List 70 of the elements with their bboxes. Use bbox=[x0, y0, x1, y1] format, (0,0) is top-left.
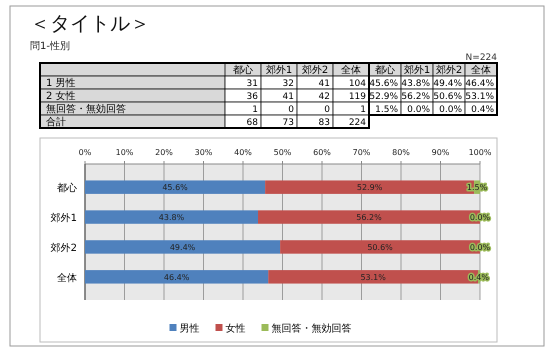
x-tick-label: 90% bbox=[432, 148, 450, 157]
category-label: 無回答・無効回答 bbox=[46, 104, 126, 115]
text: N=224 bbox=[466, 53, 498, 63]
data-label: 43.8% bbox=[158, 213, 185, 222]
text: 68 bbox=[246, 118, 258, 128]
text: 53.1% bbox=[465, 92, 494, 102]
text: 56.2% bbox=[401, 92, 430, 102]
data-label: 53.1% bbox=[360, 272, 386, 282]
data-label: 50.6% bbox=[367, 242, 394, 252]
text: ＜タイトル＞ bbox=[30, 11, 150, 35]
text: 1 bbox=[252, 105, 258, 115]
data-label: 1.5% bbox=[466, 183, 488, 192]
text: 0.4% bbox=[471, 105, 494, 115]
x-tick-label: 100% bbox=[468, 148, 492, 157]
x-tick-label: 10% bbox=[116, 148, 134, 157]
category-label: 都心 bbox=[375, 65, 395, 76]
category-label: 都心 bbox=[233, 64, 253, 76]
x-tick-label: 50% bbox=[274, 148, 292, 157]
data-label: 52.9% bbox=[356, 183, 383, 192]
category-label: 全体 bbox=[471, 65, 491, 76]
category-label: 2 女性 bbox=[46, 91, 76, 102]
legend-label: 無回答・無効回答 bbox=[272, 322, 352, 334]
text: 46.4% bbox=[465, 79, 494, 89]
category-label: 1 男性 bbox=[46, 78, 76, 89]
text: 43.8% bbox=[401, 79, 430, 89]
data-label: 56.2% bbox=[356, 213, 382, 222]
x-tick-label: 60% bbox=[313, 148, 332, 157]
x-tick-label: 70% bbox=[352, 148, 371, 157]
category-label: 郊外2 bbox=[302, 64, 328, 76]
text: 0 bbox=[324, 105, 330, 115]
text: 41 bbox=[318, 79, 330, 89]
text: 0.0% bbox=[439, 105, 462, 115]
text: 83 bbox=[318, 118, 330, 128]
text: 0.0% bbox=[407, 105, 430, 115]
text: 31 bbox=[246, 79, 258, 89]
y-tick-label: 郊外1 bbox=[50, 212, 77, 224]
text: 73 bbox=[282, 118, 294, 128]
text: 32 bbox=[282, 79, 294, 89]
y-tick-label: 郊外2 bbox=[50, 242, 77, 254]
category-label: 郊外1 bbox=[266, 64, 292, 76]
text: 1.5% bbox=[375, 105, 398, 115]
x-tick-label: 30% bbox=[194, 148, 213, 157]
x-tick-label: 80% bbox=[392, 148, 410, 157]
data-label: 45.6% bbox=[162, 183, 188, 192]
data-label: 46.4% bbox=[164, 272, 190, 282]
x-tick-label: 0% bbox=[78, 148, 92, 157]
text: 36 bbox=[246, 92, 258, 102]
text: 50.6% bbox=[433, 92, 462, 102]
x-tick-label: 20% bbox=[155, 148, 174, 157]
data-label: 49.4% bbox=[170, 242, 196, 252]
category-label: 全体 bbox=[341, 64, 361, 76]
text: 1 bbox=[360, 105, 366, 115]
category-label: 郊外2 bbox=[436, 65, 462, 76]
category-label: 郊外1 bbox=[404, 65, 430, 76]
text: 49.4% bbox=[433, 79, 462, 89]
text: 42 bbox=[318, 92, 330, 102]
text: 52.9% bbox=[369, 92, 398, 102]
y-tick-label: 全体 bbox=[57, 272, 77, 284]
text: 119 bbox=[348, 92, 366, 102]
text: 45.6% bbox=[369, 79, 398, 89]
text: 104 bbox=[348, 79, 366, 89]
text: 0 bbox=[288, 105, 294, 115]
legend-label: 男性 bbox=[180, 322, 200, 334]
text: 41 bbox=[282, 92, 294, 102]
x-tick-label: 40% bbox=[234, 148, 252, 157]
legend-label: 女性 bbox=[226, 322, 246, 334]
y-tick-label: 都心 bbox=[57, 182, 77, 194]
text: 224 bbox=[348, 118, 366, 128]
text: 問1-性別 bbox=[30, 40, 70, 52]
category-label: 合計 bbox=[46, 117, 66, 128]
